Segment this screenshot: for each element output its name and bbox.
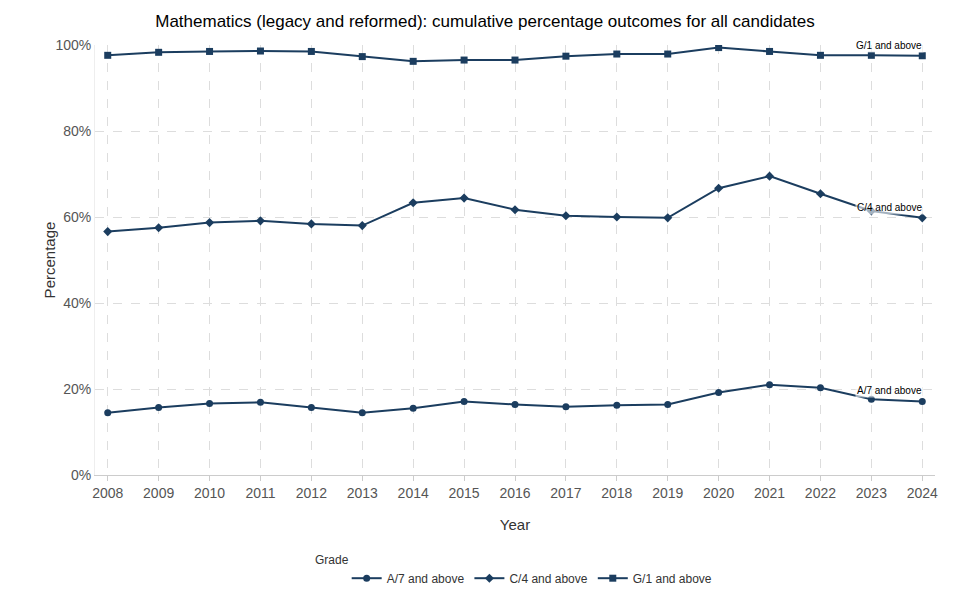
svg-text:2020: 2020 (703, 485, 734, 501)
svg-text:2008: 2008 (92, 485, 123, 501)
svg-text:2019: 2019 (652, 485, 683, 501)
svg-text:A/7 and above: A/7 and above (387, 572, 465, 586)
svg-text:100%: 100% (55, 37, 91, 53)
svg-text:40%: 40% (63, 295, 91, 311)
svg-text:2014: 2014 (398, 485, 429, 501)
svg-text:2018: 2018 (601, 485, 632, 501)
svg-text:2017: 2017 (550, 485, 581, 501)
svg-text:80%: 80% (63, 123, 91, 139)
svg-text:Grade: Grade (315, 553, 349, 567)
svg-text:2024: 2024 (907, 485, 938, 501)
svg-text:Mathematics (legacy and reform: Mathematics (legacy and reformed): cumul… (155, 12, 815, 31)
svg-text:C/4 and above: C/4 and above (857, 202, 922, 213)
svg-text:2016: 2016 (499, 485, 530, 501)
svg-text:2012: 2012 (296, 485, 327, 501)
svg-text:Year: Year (500, 516, 530, 533)
svg-text:2023: 2023 (856, 485, 887, 501)
svg-text:2022: 2022 (805, 485, 836, 501)
svg-text:2021: 2021 (754, 485, 785, 501)
svg-text:G/1 and above: G/1 and above (633, 572, 712, 586)
svg-text:2015: 2015 (449, 485, 480, 501)
svg-text:60%: 60% (63, 209, 91, 225)
svg-text:0%: 0% (71, 467, 91, 483)
svg-text:Percentage: Percentage (41, 222, 58, 299)
svg-text:A/7 and above: A/7 and above (857, 385, 922, 396)
svg-text:C/4 and above: C/4 and above (509, 572, 587, 586)
svg-text:G/1 and above: G/1 and above (856, 40, 922, 51)
svg-text:2013: 2013 (347, 485, 378, 501)
svg-text:2009: 2009 (143, 485, 174, 501)
svg-text:20%: 20% (63, 381, 91, 397)
svg-text:2010: 2010 (194, 485, 225, 501)
svg-text:2011: 2011 (245, 485, 275, 501)
